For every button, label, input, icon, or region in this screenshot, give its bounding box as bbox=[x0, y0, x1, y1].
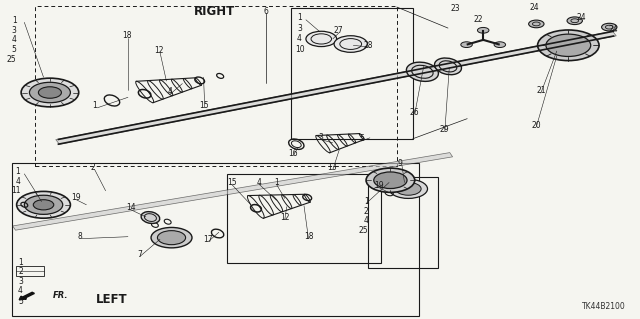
Text: 1: 1 bbox=[12, 16, 17, 25]
Bar bbox=[35, 6, 397, 166]
Text: 25: 25 bbox=[6, 55, 17, 63]
Text: 2: 2 bbox=[18, 267, 23, 276]
Text: 1: 1 bbox=[274, 178, 279, 187]
Circle shape bbox=[33, 200, 54, 210]
Polygon shape bbox=[56, 31, 616, 144]
Text: 3: 3 bbox=[297, 24, 302, 33]
Text: FR.: FR. bbox=[52, 291, 68, 300]
Text: 14: 14 bbox=[126, 204, 136, 212]
Ellipse shape bbox=[406, 62, 438, 81]
Text: 5: 5 bbox=[12, 45, 17, 54]
Text: 4: 4 bbox=[257, 178, 262, 187]
Bar bbox=[16, 266, 44, 276]
Bar bbox=[12, 163, 419, 316]
Text: 24: 24 bbox=[529, 4, 540, 12]
Text: 26: 26 bbox=[410, 108, 420, 117]
Text: 5: 5 bbox=[359, 134, 364, 143]
Text: 18: 18 bbox=[122, 31, 131, 40]
Circle shape bbox=[461, 42, 472, 48]
Text: 1: 1 bbox=[297, 13, 302, 22]
Circle shape bbox=[546, 34, 591, 56]
Text: 8: 8 bbox=[77, 232, 83, 241]
Text: 1: 1 bbox=[18, 258, 23, 267]
Text: 2: 2 bbox=[90, 163, 95, 172]
Text: 3: 3 bbox=[319, 133, 324, 142]
Polygon shape bbox=[13, 152, 452, 230]
Circle shape bbox=[374, 172, 407, 189]
Text: RIGHT: RIGHT bbox=[194, 5, 235, 18]
Text: 2: 2 bbox=[364, 207, 369, 216]
Circle shape bbox=[396, 182, 421, 195]
Text: 17: 17 bbox=[203, 235, 213, 244]
Text: 16: 16 bbox=[288, 149, 298, 158]
Text: 12: 12 bbox=[154, 46, 163, 55]
Circle shape bbox=[306, 31, 337, 47]
Text: 25: 25 bbox=[358, 226, 369, 235]
Text: 22: 22 bbox=[474, 15, 483, 24]
Circle shape bbox=[567, 17, 582, 25]
Circle shape bbox=[151, 227, 192, 248]
Text: 11: 11 bbox=[12, 186, 20, 195]
Circle shape bbox=[334, 36, 367, 52]
Text: TK44B2100: TK44B2100 bbox=[582, 302, 626, 311]
Text: 21: 21 bbox=[536, 86, 545, 95]
Text: 15: 15 bbox=[198, 101, 209, 110]
Circle shape bbox=[389, 179, 428, 198]
Text: 24: 24 bbox=[608, 25, 618, 34]
Circle shape bbox=[538, 30, 599, 61]
Ellipse shape bbox=[435, 58, 461, 75]
Text: 3: 3 bbox=[12, 26, 17, 35]
Text: 9: 9 bbox=[397, 159, 403, 168]
Text: 18: 18 bbox=[304, 232, 313, 241]
Text: 12: 12 bbox=[280, 213, 289, 222]
Circle shape bbox=[21, 78, 79, 107]
Text: 1: 1 bbox=[92, 101, 97, 110]
Bar bbox=[291, 8, 413, 139]
Circle shape bbox=[529, 20, 544, 28]
Text: 4: 4 bbox=[167, 87, 172, 96]
Text: 23: 23 bbox=[451, 4, 461, 13]
Text: 5: 5 bbox=[18, 297, 23, 306]
Circle shape bbox=[477, 27, 489, 33]
Text: 1: 1 bbox=[364, 197, 369, 206]
Text: 29: 29 bbox=[440, 125, 450, 134]
Text: 4: 4 bbox=[15, 177, 20, 186]
Text: 19: 19 bbox=[374, 181, 384, 190]
Text: 7: 7 bbox=[137, 250, 142, 259]
Circle shape bbox=[38, 87, 61, 98]
Text: 4: 4 bbox=[297, 34, 302, 43]
Text: 4: 4 bbox=[12, 35, 17, 44]
Bar bbox=[227, 174, 381, 263]
Text: 19: 19 bbox=[70, 193, 81, 202]
Text: 24: 24 bbox=[576, 13, 586, 22]
Circle shape bbox=[602, 23, 617, 31]
Text: 27: 27 bbox=[333, 26, 343, 35]
Circle shape bbox=[157, 231, 186, 245]
Circle shape bbox=[24, 195, 63, 214]
FancyArrow shape bbox=[19, 292, 35, 300]
Circle shape bbox=[17, 191, 70, 218]
Text: 28: 28 bbox=[364, 41, 372, 50]
Text: 4: 4 bbox=[18, 286, 23, 295]
Text: 13: 13 bbox=[326, 163, 337, 172]
Text: LEFT: LEFT bbox=[96, 293, 128, 306]
Circle shape bbox=[494, 42, 506, 48]
Circle shape bbox=[366, 168, 415, 192]
Text: 3: 3 bbox=[18, 277, 23, 286]
Circle shape bbox=[29, 82, 70, 103]
Text: 20: 20 bbox=[531, 121, 541, 130]
Bar bbox=[368, 177, 438, 268]
Text: 15: 15 bbox=[227, 178, 237, 187]
Text: 4: 4 bbox=[364, 216, 369, 225]
Ellipse shape bbox=[141, 211, 160, 224]
Text: 6: 6 bbox=[263, 7, 268, 16]
Text: 10: 10 bbox=[294, 45, 305, 54]
Text: 1: 1 bbox=[15, 167, 20, 176]
